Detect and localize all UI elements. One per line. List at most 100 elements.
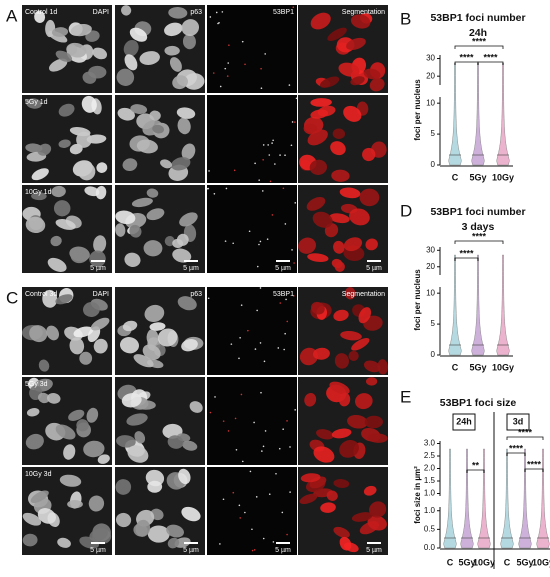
nucleus: [142, 344, 161, 360]
nucleus: [96, 162, 108, 173]
nucleus: [115, 210, 136, 225]
nucleus: [25, 433, 44, 450]
significance-label: ****: [459, 52, 474, 62]
nucleus: [126, 413, 148, 426]
micrograph: [206, 185, 297, 273]
focus-dot: [295, 97, 298, 100]
chart-title: 53BP1 foci number: [430, 12, 525, 24]
nucleus: [303, 123, 318, 135]
nucleus: [123, 39, 139, 57]
y-tick-label: 0.5: [424, 524, 436, 533]
nucleus: [67, 500, 83, 509]
nucleus: [172, 248, 192, 263]
focus-dot: [258, 179, 260, 181]
panel-letter: B: [400, 9, 411, 28]
nucleus: [83, 440, 105, 458]
nucleus: [363, 68, 381, 80]
group-box: [506, 413, 530, 431]
focus-dot: [279, 302, 282, 304]
focus-dot: [235, 448, 238, 451]
nucleus: [348, 350, 359, 361]
nucleus: [143, 240, 163, 257]
focus-dot: [238, 357, 240, 360]
nucleus: [70, 247, 90, 264]
y-tick-label: 0: [431, 160, 436, 169]
focus-dot: [288, 84, 291, 86]
nucleus: [367, 515, 387, 531]
nucleus: [313, 446, 335, 463]
nucleus: [90, 317, 110, 331]
nucleus: [189, 401, 203, 413]
nucleus: [182, 440, 198, 451]
micrograph: [115, 5, 205, 93]
significance-label: ****: [527, 459, 542, 469]
nucleus: [316, 429, 334, 440]
nucleus: [333, 479, 350, 488]
violin: [471, 62, 485, 166]
nucleus: [59, 474, 82, 487]
nucleus: [340, 331, 362, 341]
nucleus: [339, 536, 352, 551]
nucleus: [51, 27, 69, 37]
nucleus: [338, 62, 360, 77]
row-label: 5Gy 3d: [25, 381, 48, 388]
x-tick-label: 5Gy: [469, 172, 486, 182]
micrograph: [22, 95, 112, 183]
focus-dot: [278, 447, 281, 450]
focus-dot: [256, 265, 259, 268]
x-tick-label: 10Gy: [473, 557, 495, 567]
violin: [471, 254, 485, 356]
nucleus: [312, 211, 333, 228]
focus-dot: [266, 238, 269, 240]
focus-dot: [283, 348, 285, 351]
micrograph: [115, 377, 205, 465]
violin: [496, 62, 510, 166]
nucleus: [26, 408, 40, 417]
focus-dot: [260, 87, 263, 90]
micrograph: [22, 5, 112, 93]
nucleus: [181, 19, 200, 37]
violin: [448, 62, 462, 166]
nucleus: [89, 527, 108, 542]
focus-dot: [260, 67, 262, 70]
nucleus: [136, 139, 158, 154]
nucleus: [358, 307, 372, 324]
nucleus: [349, 208, 370, 226]
x-tick-label: C: [452, 362, 459, 372]
nucleus: [76, 419, 89, 432]
nucleus: [332, 128, 346, 139]
nucleus: [55, 219, 76, 230]
y-tick-label: 5: [431, 319, 436, 328]
x-tick-label: 5Gy: [516, 557, 533, 567]
nucleus: [37, 508, 57, 524]
focus-dot: [249, 470, 252, 473]
significance-bracket: [506, 452, 526, 456]
panel-letter: A: [6, 6, 18, 25]
nucleus: [365, 238, 378, 251]
nucleus: [355, 393, 373, 410]
nucleus: [37, 392, 50, 404]
nucleus: [93, 338, 108, 354]
nucleus: [311, 301, 325, 315]
nucleus: [134, 431, 146, 444]
micrograph: [207, 95, 298, 183]
nucleus: [69, 337, 85, 355]
nucleus: [146, 188, 159, 198]
scale-bar-label: 5 µm: [90, 265, 106, 272]
focus-dot: [219, 543, 221, 545]
focus-dot: [262, 158, 264, 161]
row-label: 5Gy 1d: [25, 99, 48, 106]
significance-bracket: [454, 45, 504, 49]
scale-bar-label: 5 µm: [366, 547, 382, 554]
nucleus: [320, 502, 336, 513]
nucleus: [133, 354, 154, 368]
nucleus: [350, 76, 365, 86]
nucleus: [127, 445, 149, 463]
nucleus: [147, 480, 163, 493]
scale-bar-label: 5 µm: [183, 265, 199, 272]
nucleus: [84, 186, 100, 197]
focus-dot: [244, 511, 246, 514]
scale-bar-label: 5 µm: [183, 547, 199, 554]
nucleus: [51, 185, 66, 198]
